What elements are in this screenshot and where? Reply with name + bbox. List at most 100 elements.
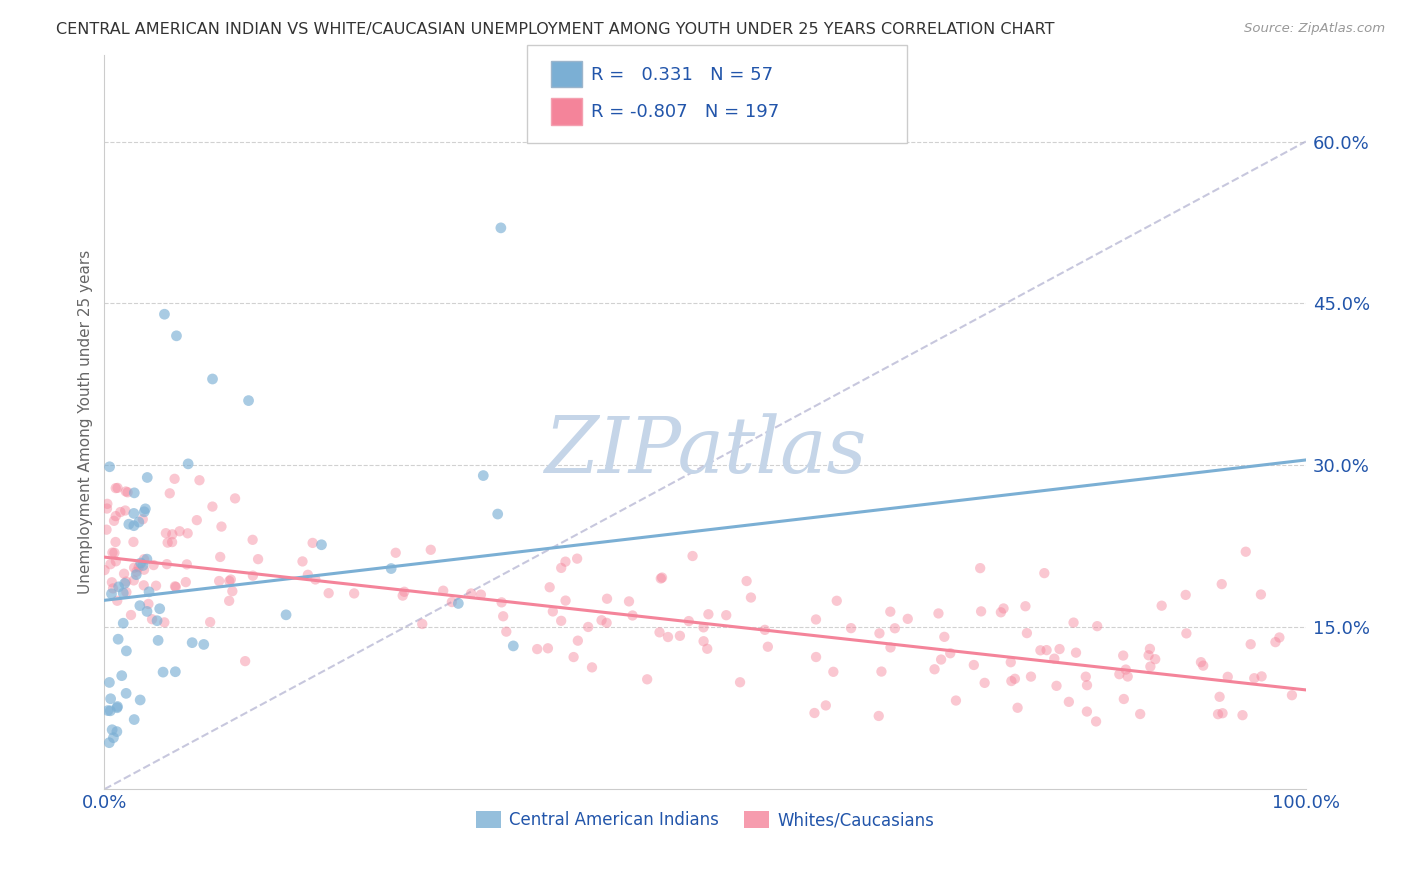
Point — [636, 673, 658, 687]
Point — [879, 605, 901, 619]
Point — [153, 307, 176, 321]
Point — [132, 558, 155, 573]
Point — [1085, 714, 1108, 729]
Point — [118, 517, 141, 532]
Point — [489, 220, 512, 235]
Point — [1240, 637, 1263, 651]
Y-axis label: Unemployment Among Youth under 25 years: Unemployment Among Youth under 25 years — [79, 250, 93, 594]
Point — [1000, 674, 1022, 689]
Point — [138, 584, 160, 599]
Point — [218, 594, 240, 608]
Point — [129, 693, 152, 707]
Point — [1112, 648, 1135, 663]
Point — [115, 585, 138, 599]
Point — [125, 565, 148, 579]
Point — [1206, 707, 1229, 722]
Point — [804, 612, 827, 626]
Point — [114, 484, 136, 499]
Point — [193, 637, 215, 651]
Point — [1015, 626, 1038, 640]
Point — [120, 607, 142, 622]
Point — [678, 614, 700, 628]
Point — [1064, 646, 1087, 660]
Point — [107, 699, 129, 714]
Point — [486, 507, 509, 521]
Point — [495, 624, 517, 639]
Point — [1208, 690, 1230, 704]
Point — [945, 693, 967, 707]
Point — [447, 597, 470, 611]
Point — [617, 594, 640, 608]
Point — [141, 612, 163, 626]
Point — [554, 593, 576, 607]
Point — [1108, 667, 1130, 681]
Point — [1250, 587, 1272, 601]
Text: R = -0.807   N = 197: R = -0.807 N = 197 — [591, 103, 779, 121]
Point — [112, 566, 135, 581]
Point — [803, 706, 825, 720]
Point — [562, 650, 585, 665]
Point — [1216, 670, 1239, 684]
Point — [201, 372, 224, 386]
Point — [142, 558, 165, 572]
Point — [110, 505, 132, 519]
Point — [343, 586, 366, 600]
Point — [134, 505, 156, 519]
Point — [823, 665, 845, 679]
Point — [1115, 663, 1137, 677]
Point — [394, 584, 416, 599]
Point — [1281, 688, 1303, 702]
Point — [160, 535, 183, 549]
Point — [682, 549, 704, 563]
Point — [114, 503, 136, 517]
Point — [304, 573, 326, 587]
Point — [98, 459, 121, 474]
Point — [156, 535, 179, 549]
Point — [969, 561, 991, 575]
Point — [1049, 642, 1071, 657]
Point — [384, 546, 406, 560]
Point — [648, 625, 671, 640]
Point — [100, 557, 122, 571]
Point — [1029, 643, 1052, 657]
Point — [117, 485, 139, 500]
Point — [1189, 655, 1212, 669]
Point — [576, 620, 599, 634]
Point — [132, 512, 155, 526]
Point — [929, 652, 952, 666]
Point — [219, 573, 242, 587]
Point — [993, 601, 1015, 615]
Point — [111, 668, 134, 682]
Point — [101, 575, 124, 590]
Point — [297, 567, 319, 582]
Point — [550, 561, 572, 575]
Point — [103, 546, 125, 560]
Point — [1250, 669, 1272, 683]
Point — [735, 574, 758, 588]
Point — [411, 617, 433, 632]
Point — [134, 501, 156, 516]
Point — [114, 576, 136, 591]
Point — [104, 535, 127, 549]
Point — [740, 591, 762, 605]
Point — [311, 538, 333, 552]
Point — [814, 698, 837, 713]
Point — [1192, 658, 1215, 673]
Point — [138, 597, 160, 611]
Point — [96, 523, 118, 537]
Point — [221, 584, 243, 599]
Point — [98, 704, 121, 718]
Point — [1129, 706, 1152, 721]
Point — [122, 507, 145, 521]
Point — [1116, 669, 1139, 683]
Point — [934, 630, 956, 644]
Point — [103, 514, 125, 528]
Point — [156, 557, 179, 571]
Point — [163, 472, 186, 486]
Point — [541, 604, 564, 618]
Point — [159, 486, 181, 500]
Point — [128, 599, 150, 613]
Point — [460, 586, 482, 600]
Point — [198, 615, 221, 629]
Point — [247, 552, 270, 566]
